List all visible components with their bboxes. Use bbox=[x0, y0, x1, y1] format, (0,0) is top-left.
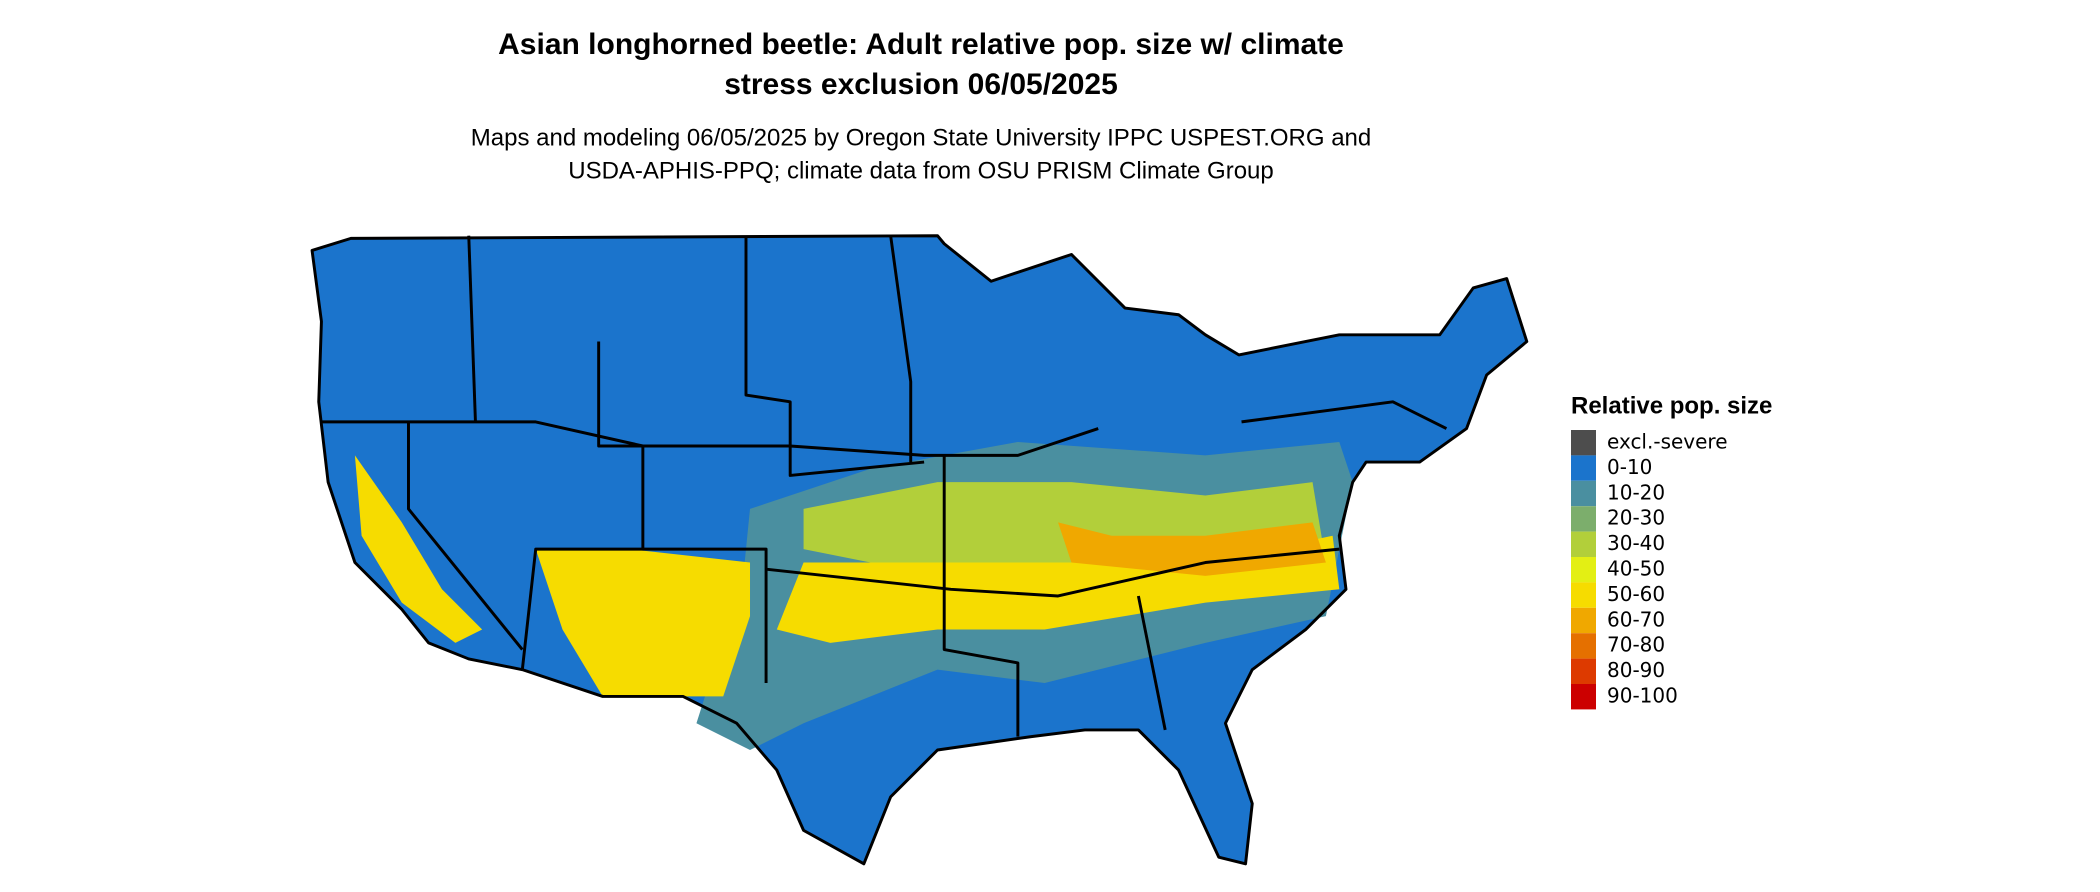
legend-label: 40-50 bbox=[1607, 557, 1665, 581]
subtitle: Maps and modeling 06/05/2025 by Oregon S… bbox=[471, 124, 1371, 151]
state-borders bbox=[321, 235, 1448, 737]
range-band bbox=[354, 455, 483, 643]
state-border bbox=[467, 235, 477, 422]
subtitle: USDA-APHIS-PPQ; climate data from OSU PR… bbox=[568, 157, 1274, 184]
legend: Relative pop. size excl.-severe0-1010-20… bbox=[1571, 392, 1772, 710]
state-border bbox=[942, 455, 1020, 737]
state-border bbox=[744, 235, 925, 477]
state-border bbox=[1241, 400, 1448, 430]
state-border bbox=[889, 235, 913, 463]
legend-label: 70-80 bbox=[1607, 633, 1665, 657]
state-border bbox=[407, 421, 524, 651]
legend-swatch bbox=[1571, 480, 1596, 507]
range-band bbox=[1058, 522, 1326, 576]
state-border bbox=[1136, 595, 1167, 731]
legend-swatch bbox=[1571, 684, 1596, 710]
legend-label: 0-10 bbox=[1607, 455, 1652, 479]
legend-swatch bbox=[1571, 506, 1596, 532]
legend-swatch bbox=[1571, 557, 1596, 583]
state-border bbox=[642, 547, 768, 684]
legend-swatch bbox=[1571, 531, 1596, 557]
legend-label: 20-30 bbox=[1607, 506, 1665, 530]
legend-title: Relative pop. size bbox=[1571, 392, 1772, 419]
title: stress exclusion 06/05/2025 bbox=[724, 68, 1118, 101]
legend-swatch bbox=[1571, 633, 1596, 659]
state-border bbox=[765, 547, 1340, 598]
us-border bbox=[310, 234, 1529, 866]
us-map bbox=[310, 234, 1529, 866]
legend-swatch bbox=[1571, 430, 1596, 456]
legend-label: 10-20 bbox=[1607, 480, 1665, 504]
legend-label: 80-90 bbox=[1607, 658, 1665, 682]
legend-label: 50-60 bbox=[1607, 582, 1665, 606]
state-border bbox=[597, 341, 746, 448]
legend-label: 30-40 bbox=[1607, 531, 1665, 555]
legend-label: excl.-severe bbox=[1607, 430, 1728, 454]
legend-swatch bbox=[1571, 455, 1596, 481]
legend-swatch bbox=[1571, 582, 1596, 608]
title: Asian longhorned beetle: Adult relative … bbox=[498, 28, 1344, 61]
legend-label: 90-100 bbox=[1607, 684, 1678, 708]
legend-swatch bbox=[1571, 607, 1596, 634]
legend-label: 60-70 bbox=[1607, 607, 1665, 631]
state-border bbox=[520, 445, 645, 670]
range-band bbox=[535, 549, 751, 697]
legend-swatch bbox=[1571, 658, 1596, 684]
